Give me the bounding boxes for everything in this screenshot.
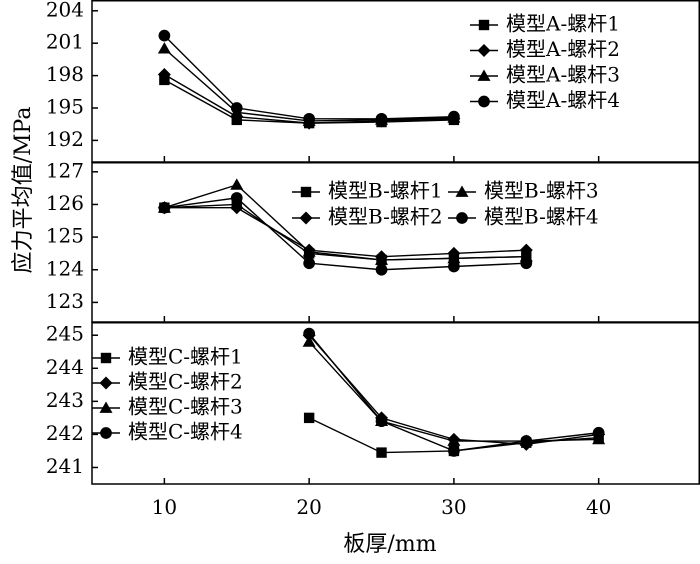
y-tick-label: 125 [46, 224, 84, 248]
y-tick-label: 242 [46, 421, 84, 445]
x-axis-label: 板厚/mm [343, 532, 436, 557]
y-tick-label: 195 [46, 95, 84, 119]
legend-item: 模型A-螺杆4 [470, 88, 620, 112]
legend-marker [477, 69, 491, 81]
data-point-diamond [519, 243, 533, 257]
chart-panels: 192 195 198 201 204 模型A-螺杆1模型A-螺杆2模型A-螺杆3模型A-… [46, 0, 700, 519]
data-point-triangle [302, 335, 316, 347]
legend-label: 模型B-螺杆2 [328, 205, 443, 229]
legend-marker [99, 376, 113, 390]
y-tick-label: 198 [46, 62, 84, 86]
x-tick-label: 30 [441, 495, 466, 519]
y-tick-label: 124 [46, 256, 84, 280]
legend-marker [477, 44, 491, 57]
series-line-3 [164, 184, 527, 261]
data-point-circle [230, 192, 243, 204]
data-point-triangle [375, 253, 389, 265]
legend-item: 模型B-螺杆2 [292, 205, 443, 229]
legend-marker [299, 211, 313, 225]
panel-frame [91, 322, 700, 485]
x-tick-label: 10 [152, 495, 177, 519]
legend-item: 模型A-螺杆3 [470, 63, 620, 87]
data-point-square [303, 412, 315, 424]
data-point-circle [158, 29, 171, 42]
data-point-square [376, 447, 387, 458]
y-tick-label: 244 [46, 355, 84, 379]
y-tick-label: 192 [46, 127, 84, 151]
y-tick-label: 127 [46, 158, 84, 182]
y-axis-label: 应力平均值/MPa [11, 107, 36, 274]
legend-label: 模型A-螺杆4 [506, 88, 620, 112]
legend-label: 模型C-螺杆1 [128, 345, 243, 369]
legend-item: 模型B-螺杆4 [448, 205, 599, 229]
legend-item: 模型B-螺杆1 [292, 179, 443, 203]
data-point-circle [230, 102, 243, 114]
y-tick-label: 245 [46, 322, 84, 346]
legend-marker [456, 212, 468, 224]
data-point-circle [303, 257, 315, 270]
legend-label: 模型C-螺杆2 [128, 370, 243, 394]
data-point-circle [375, 415, 388, 428]
data-point-circle [448, 260, 460, 273]
legend-marker [455, 185, 469, 197]
data-point-circle [520, 257, 533, 270]
series-line-2 [164, 207, 527, 258]
data-point-circle [520, 435, 533, 447]
legend-marker [99, 401, 113, 413]
legend-label: 模型C-螺杆4 [128, 420, 243, 444]
legend-marker [300, 186, 312, 198]
data-point-triangle [302, 245, 316, 257]
data-point-diamond [157, 68, 171, 82]
data-point-circle [303, 327, 315, 340]
data-point-triangle [447, 251, 461, 264]
series-line-4 [164, 197, 527, 271]
legend-label: 模型A-螺杆2 [506, 37, 620, 61]
legend-marker [100, 427, 112, 439]
legend-item: 模型C-螺杆4 [92, 420, 243, 444]
legend-label: 模型B-螺杆4 [484, 205, 599, 229]
legend-marker [478, 19, 490, 31]
data-point-circle [592, 426, 605, 439]
legend-marker [100, 352, 112, 364]
data-point-circle [375, 263, 388, 276]
series-line-3 [308, 341, 599, 442]
data-point-triangle [230, 178, 244, 190]
legend-label: 模型A-螺杆3 [506, 63, 620, 87]
legend-item: 模型C-螺杆2 [92, 370, 243, 394]
legend-label: 模型A-螺杆1 [506, 12, 620, 36]
legend-item: 模型C-螺杆1 [92, 345, 243, 369]
y-tick-label: 204 [46, 0, 84, 21]
legend-item: 模型A-螺杆1 [470, 12, 620, 36]
y-tick-label: 243 [46, 388, 84, 412]
data-point-circle [448, 445, 460, 457]
data-point-circle [375, 112, 388, 125]
x-tick-label: 40 [586, 495, 611, 519]
legend-marker [478, 95, 490, 108]
x-tick-label: 20 [296, 495, 321, 519]
data-point-triangle [157, 42, 171, 54]
legend-label: 模型B-螺杆1 [328, 179, 443, 203]
data-point-circle [303, 112, 315, 125]
data-point-triangle [447, 434, 461, 446]
legend-item: 模型A-螺杆2 [470, 37, 620, 61]
panel-a: 192 195 198 201 204 模型A-螺杆1模型A-螺杆2模型A-螺杆3模型A-… [46, 0, 700, 163]
data-point-circle [448, 110, 460, 123]
data-point-diamond [230, 201, 244, 215]
data-point-circle [158, 201, 171, 214]
legend-label: 模型C-螺杆3 [128, 395, 243, 419]
legend-item: 模型C-螺杆3 [92, 395, 243, 419]
y-tick-label: 241 [46, 454, 84, 478]
y-tick-label: 201 [46, 30, 84, 54]
y-tick-label: 126 [46, 191, 84, 215]
series-line-3 [163, 48, 454, 122]
legend-item: 模型B-螺杆3 [448, 179, 599, 203]
y-tick-label: 123 [46, 289, 84, 313]
legend-label: 模型B-螺杆3 [484, 179, 599, 203]
series-line-4 [163, 35, 454, 120]
